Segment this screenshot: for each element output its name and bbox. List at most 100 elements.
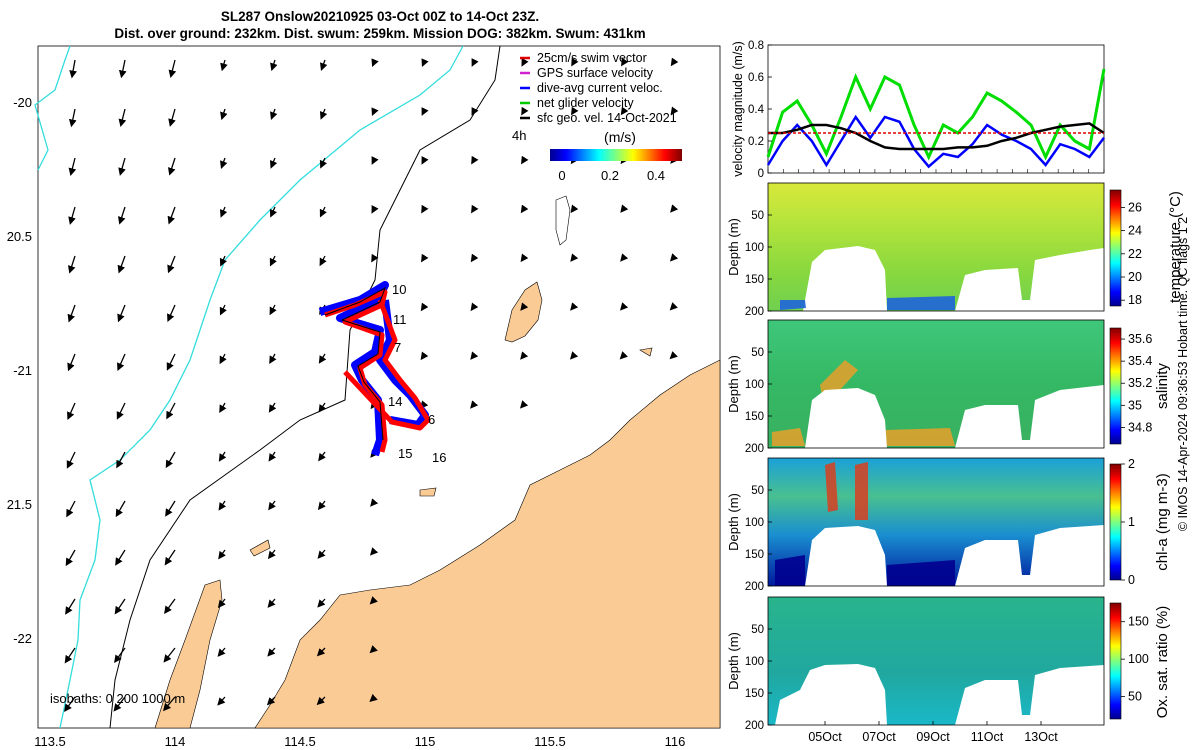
vector-arrow [116, 402, 126, 420]
vector-arrow [670, 204, 679, 213]
vector-arrow [163, 647, 176, 663]
lat-tick--21.5: 21.5 [7, 497, 32, 512]
depth-tick: 150 [745, 411, 764, 423]
vector-arrow [66, 451, 76, 469]
vector-arrow [67, 353, 76, 372]
velocity-ylabel: velocity magnitude (m/s) [731, 41, 745, 176]
map-colorbar [550, 149, 682, 161]
colorbar-tick: 1 [1128, 515, 1135, 529]
day-label-7: 7 [394, 340, 401, 355]
vector-arrow [117, 353, 126, 371]
vector-arrow [219, 402, 227, 414]
vector-arrow [520, 302, 529, 311]
day-label-15: 15 [398, 446, 412, 461]
day-label-16: 16 [432, 450, 446, 465]
temperature-mask [768, 246, 1104, 311]
lon-tick-114: 114 [165, 734, 186, 749]
vector-arrow [318, 402, 327, 413]
credit-line: © IMOS 14-Apr-2024 09:36:53 Hobart time.… [1176, 216, 1190, 532]
vector-arrow [319, 157, 327, 169]
vector-arrow [571, 106, 579, 116]
temperature-colorbar [1109, 189, 1122, 307]
salinity-colorbar [1109, 327, 1122, 445]
vector-arrow [471, 58, 479, 67]
velocity-y-tick: 0 [758, 168, 764, 180]
vector-arrow [620, 106, 629, 116]
section-chla: chl-a (mg m-3) [767, 457, 1171, 587]
vector-arrow [220, 157, 228, 169]
vector-arrow [571, 57, 579, 67]
depth-tick: 200 [745, 443, 764, 455]
vector-arrow [115, 549, 126, 566]
day-label-6: 6 [428, 412, 435, 427]
vector-arrow [420, 302, 429, 312]
vector-arrow [370, 498, 379, 507]
vector-arrow [317, 500, 326, 511]
vector-arrow [167, 304, 176, 322]
vector-arrow [113, 696, 126, 712]
vector-arrow [421, 107, 429, 116]
vector-arrow [218, 451, 227, 462]
vector-arrow [163, 696, 176, 712]
vector-arrow [217, 598, 226, 609]
vector-arrow [619, 351, 628, 360]
depth-tick: 150 [745, 274, 764, 286]
vector-arrow [371, 107, 379, 116]
vector-arrow [369, 645, 378, 654]
lat-tick--22: -22 [13, 631, 32, 646]
track-swim-vector [324, 289, 431, 453]
chla-colorbar [1109, 463, 1122, 581]
vector-arrow [570, 302, 579, 311]
depth-tick: 150 [745, 688, 764, 700]
vector-arrow [219, 304, 227, 316]
chla-mask [768, 525, 1104, 586]
vector-arrow [268, 451, 277, 462]
vector-arrow [269, 206, 277, 218]
date-tick: 09Oct [916, 730, 950, 744]
vector-arrow [268, 500, 276, 511]
velocity-panel: 0 0.2 0.4 0.6 0.8 velocity magnitude (m/s) [731, 40, 1106, 180]
legend-entry: net glider velocity [537, 96, 634, 110]
depth-tick: 100 [745, 517, 764, 529]
title-line-1: SL287 Onslow20210925 03-Oct 00Z to 14-Oc… [220, 9, 540, 24]
section-oxygen: Ox. sat. ratio (%) [767, 596, 1171, 726]
vector-arrow [470, 351, 479, 360]
colorbar-tick: 35 [1128, 398, 1142, 412]
depth-tick: 50 [751, 485, 764, 497]
vector-arrow [619, 302, 629, 311]
vector-arrow [570, 253, 579, 262]
map-lat-ticks: -20 20.5 -21 21.5 -22 [7, 95, 32, 646]
colorbar-tick: 50 [1128, 690, 1142, 704]
vector-arrow [218, 500, 227, 511]
colorbar-tick: 22 [1128, 247, 1142, 261]
vector-arrow [519, 400, 529, 409]
geostrophic-vector-field [64, 57, 679, 713]
vector-arrow [168, 59, 177, 79]
vector-arrow [219, 206, 228, 218]
vector-arrow [621, 57, 629, 67]
vector-arrow [269, 157, 278, 169]
depth-tick: 200 [745, 581, 764, 593]
vector-arrow [369, 596, 378, 605]
vector-arrow [219, 255, 227, 267]
colorbar-tick: 35.2 [1128, 376, 1152, 390]
vector-arrow [316, 696, 326, 706]
map-colorbar-tick-1: 0.2 [601, 168, 619, 183]
vector-arrow [316, 647, 326, 657]
vector-arrow [69, 59, 77, 79]
legend-entry: sfc geo. vel. 14-Oct-2021 [537, 111, 677, 125]
vector-arrow [267, 647, 276, 657]
vector-arrow [317, 549, 326, 559]
title-line-2: Dist. over ground: 232km. Dist. swum: 25… [114, 26, 646, 41]
vector-arrow [68, 157, 77, 177]
depth-tick: 100 [745, 242, 764, 254]
isobath-200m [59, 45, 464, 729]
depth-tick: 50 [751, 624, 764, 636]
vector-arrow [115, 500, 126, 518]
depth-tick: 150 [745, 549, 764, 561]
velocity-series-line [766, 68, 1106, 161]
velocity-series-line [768, 122, 1105, 151]
vector-arrow [269, 304, 277, 316]
vector-arrow [570, 204, 579, 214]
